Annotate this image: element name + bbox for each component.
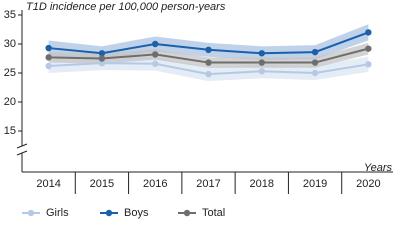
y-tick-label: 20 bbox=[4, 96, 16, 108]
x-tick-label: 2019 bbox=[303, 178, 327, 190]
x-tick-label: 2020 bbox=[356, 178, 380, 190]
x-axis-label: Years bbox=[364, 162, 393, 174]
point bbox=[205, 70, 212, 78]
y-tick-label: 35 bbox=[4, 9, 16, 21]
chart-title: T1D incidence per 100,000 person-years bbox=[26, 1, 226, 13]
point bbox=[45, 62, 52, 70]
point bbox=[311, 69, 319, 77]
axis-break bbox=[16, 143, 28, 149]
y-tick-label: 30 bbox=[4, 38, 16, 50]
point bbox=[311, 48, 319, 56]
point bbox=[258, 59, 265, 66]
point bbox=[365, 45, 372, 52]
x-tick-label: 2017 bbox=[196, 178, 220, 190]
x-tick-label: 2016 bbox=[143, 178, 167, 190]
point bbox=[98, 50, 106, 57]
point bbox=[205, 46, 212, 53]
chart: T1D incidence per 100,000 person-years Y… bbox=[4, 1, 393, 219]
legend-label: Total bbox=[202, 207, 225, 219]
point bbox=[45, 44, 52, 52]
legend-marker bbox=[105, 209, 113, 217]
confidence-band bbox=[48, 42, 369, 68]
legend-marker bbox=[183, 209, 191, 217]
point bbox=[365, 29, 372, 36]
y-tick-label: 15 bbox=[4, 125, 16, 137]
point bbox=[311, 59, 319, 66]
point bbox=[258, 50, 265, 57]
legend-marker bbox=[27, 209, 35, 217]
point bbox=[98, 59, 106, 67]
point bbox=[152, 60, 159, 67]
x-tick-label: 2015 bbox=[90, 178, 114, 190]
point bbox=[152, 51, 159, 58]
y-tick-label: 25 bbox=[4, 67, 16, 79]
legend-label: Boys bbox=[124, 207, 149, 219]
legend-label: Girls bbox=[46, 207, 69, 219]
point bbox=[365, 61, 372, 68]
confidence-band bbox=[48, 56, 369, 82]
x-tick-label: 2014 bbox=[36, 178, 60, 190]
x-tick-label: 2018 bbox=[250, 178, 274, 190]
point bbox=[98, 55, 106, 62]
point bbox=[205, 59, 212, 66]
point bbox=[45, 54, 52, 61]
point bbox=[258, 68, 265, 75]
axis-break bbox=[16, 150, 28, 156]
point bbox=[152, 40, 159, 48]
